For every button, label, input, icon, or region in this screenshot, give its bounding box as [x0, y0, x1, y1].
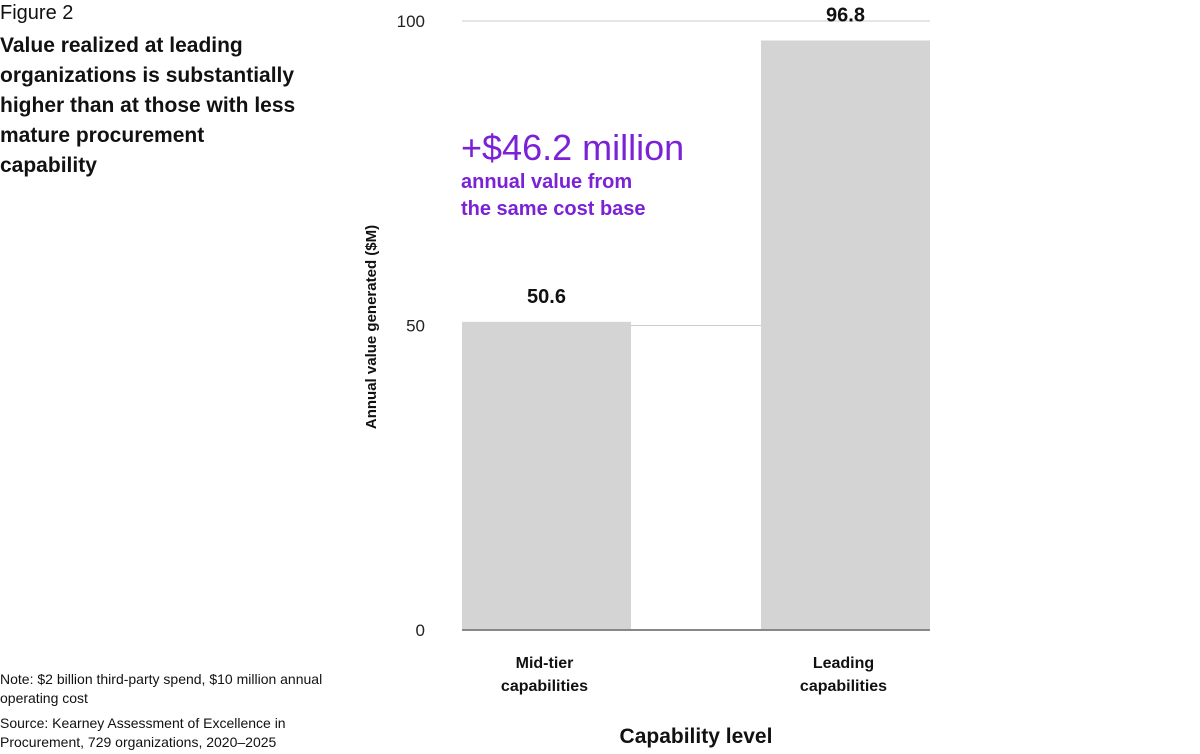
- bars: [462, 40, 930, 631]
- figure-label: Figure 2: [0, 2, 74, 24]
- annotation-headline: +$46.2 million: [461, 127, 684, 168]
- x-axis-title: Capability level: [620, 725, 773, 748]
- bar: [761, 40, 930, 631]
- category-label: Leading: [813, 655, 874, 672]
- y-tick-label: 0: [416, 621, 425, 640]
- category-label: capabilities: [501, 678, 588, 695]
- y-tick-label: 100: [397, 12, 425, 31]
- category-labels: Mid-tier capabilities Leading capabilities: [501, 655, 887, 695]
- value-label: 96.8: [826, 4, 865, 26]
- value-label: 50.6: [527, 286, 566, 308]
- y-axis-title: Annual value generated ($M): [363, 225, 380, 429]
- y-tick-label: 50: [406, 317, 425, 336]
- bar: [462, 321, 631, 630]
- value-labels: 50.6 96.8: [527, 4, 865, 307]
- annotation-line-1: annual value from: [461, 171, 632, 193]
- chart-source: Source: Kearney Assessment of Excellence…: [0, 715, 286, 750]
- category-label: capabilities: [800, 678, 887, 695]
- y-axis-ticks: 0 50 100: [397, 12, 425, 640]
- figure-title: Value realized at leading organizations …: [0, 34, 296, 177]
- category-label: Mid-tier: [516, 655, 574, 672]
- annotation: +$46.2 million annual value from the sam…: [461, 127, 684, 220]
- annotation-line-2: the same cost base: [461, 198, 646, 220]
- chart-note: Note: $2 billion third-party spend, $10 …: [0, 671, 323, 706]
